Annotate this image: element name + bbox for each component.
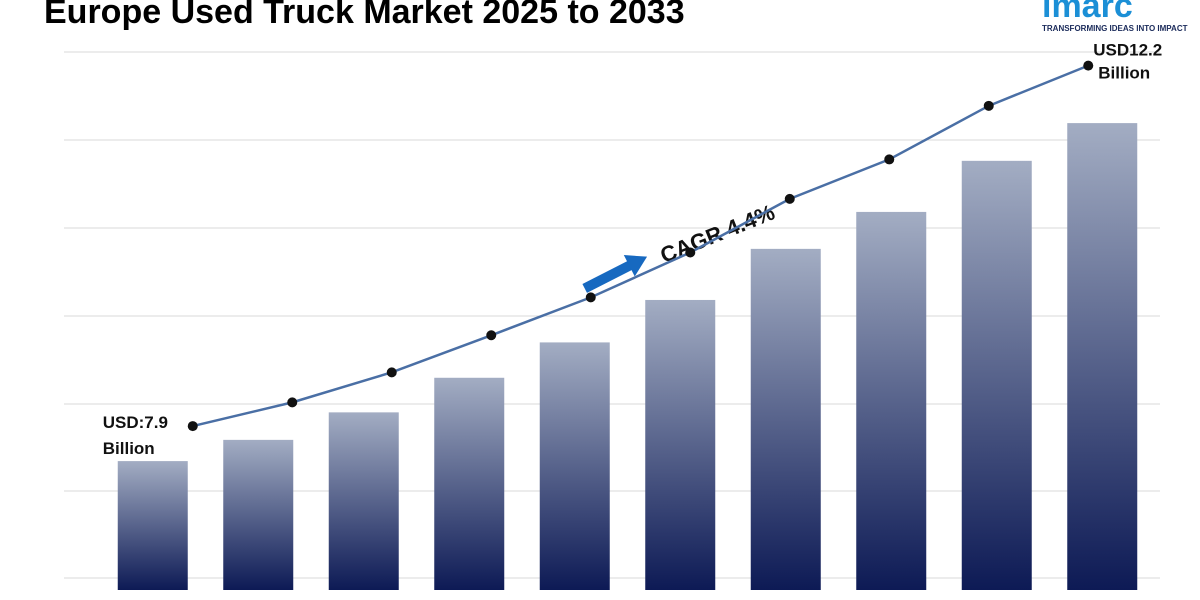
arrow-shaft bbox=[582, 260, 634, 293]
chart-title: Europe Used Truck Market 2025 to 2033 bbox=[44, 0, 685, 31]
brand-logo: imarc bbox=[1042, 0, 1133, 25]
brand-tagline: TRANSFORMING IDEAS INTO IMPACT bbox=[1042, 24, 1188, 33]
bar bbox=[750, 248, 821, 590]
trend-point bbox=[187, 421, 198, 432]
bar bbox=[645, 299, 716, 590]
trend-line bbox=[192, 64, 1089, 428]
trend-point bbox=[884, 154, 895, 165]
trend-point bbox=[287, 397, 298, 408]
bar bbox=[223, 439, 294, 590]
trend-point bbox=[685, 247, 696, 258]
bar bbox=[1067, 123, 1138, 590]
bar bbox=[539, 342, 610, 590]
trend-point bbox=[486, 330, 497, 341]
bar bbox=[328, 412, 399, 590]
trend-point bbox=[1083, 60, 1094, 71]
bar bbox=[961, 160, 1032, 590]
trend-point bbox=[784, 193, 795, 204]
arrow-head bbox=[623, 255, 648, 277]
trend-point bbox=[983, 100, 994, 111]
bar bbox=[856, 211, 927, 591]
cagr-arrow bbox=[582, 255, 648, 293]
trend-point bbox=[585, 292, 596, 303]
bar bbox=[434, 377, 505, 590]
trend-point bbox=[386, 367, 397, 378]
bar bbox=[117, 461, 188, 590]
value-label: USD:7.9 Billion bbox=[103, 414, 168, 459]
value-label: USD12.2 Billion bbox=[1093, 41, 1162, 83]
